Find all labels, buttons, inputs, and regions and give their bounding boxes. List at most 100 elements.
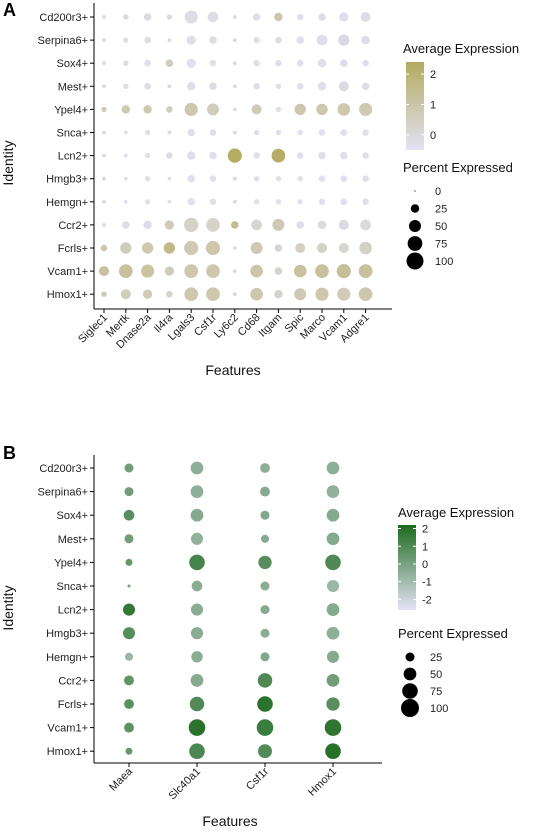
dot xyxy=(166,106,173,113)
dot xyxy=(190,674,204,687)
y-tick-label: Fcrls+ xyxy=(58,243,88,255)
y-tick-label: Snca+ xyxy=(57,581,89,593)
size-legend-dot xyxy=(407,236,423,251)
dot xyxy=(260,534,270,543)
dot xyxy=(253,152,260,159)
dot xyxy=(123,37,129,43)
dot xyxy=(362,198,369,206)
dot xyxy=(206,218,220,232)
dot xyxy=(232,269,237,273)
dot xyxy=(296,36,305,44)
dot xyxy=(315,287,329,301)
dot xyxy=(120,289,131,300)
dot xyxy=(232,199,237,204)
dot xyxy=(338,81,349,92)
dot xyxy=(118,264,133,278)
x-tick-label: Hmox1 xyxy=(306,766,339,799)
dot xyxy=(165,59,174,67)
y-tick-label: Mest+ xyxy=(58,534,88,546)
dot xyxy=(294,103,306,116)
dot xyxy=(167,38,172,42)
dot xyxy=(127,584,131,588)
dot xyxy=(360,219,371,231)
dot xyxy=(186,82,196,91)
size-legend-label: 25 xyxy=(430,652,442,664)
y-tick-label: Cd200r3+ xyxy=(39,12,88,24)
dot xyxy=(360,11,371,23)
dot xyxy=(253,176,260,182)
dot xyxy=(272,218,285,231)
dot xyxy=(124,652,134,661)
size-legend-dot xyxy=(402,683,418,699)
dot xyxy=(166,152,173,159)
size-legend-label: 50 xyxy=(435,221,447,233)
dot xyxy=(326,603,340,616)
y-tick-label: Sox4+ xyxy=(57,510,89,522)
dot xyxy=(209,175,217,182)
dot xyxy=(102,38,106,42)
dot xyxy=(232,84,237,89)
dot xyxy=(144,129,151,136)
dot xyxy=(166,14,173,20)
y-tick-label: Fcrls+ xyxy=(58,699,88,711)
panel-b-colorbar xyxy=(398,525,416,610)
dot xyxy=(190,508,204,522)
dot xyxy=(209,59,217,67)
dot xyxy=(102,199,106,204)
dot xyxy=(326,697,340,711)
colorbar-tick-label: 1 xyxy=(422,541,428,553)
dot xyxy=(123,509,135,521)
dot xyxy=(184,102,198,116)
dot xyxy=(141,264,155,278)
dot xyxy=(227,148,242,163)
dot xyxy=(102,130,106,135)
dot xyxy=(317,82,327,91)
dot xyxy=(326,461,340,475)
dot xyxy=(339,12,349,22)
dot xyxy=(256,719,274,736)
dot xyxy=(209,36,217,44)
dot xyxy=(271,148,286,163)
dot xyxy=(124,699,134,709)
panel-a-plot: Cd200r3+ Serpina6+ Sox4+ Mest+ Ypel4+ Snca+ Lc… xyxy=(38,3,392,351)
dot xyxy=(144,36,151,44)
dot xyxy=(187,174,195,183)
dot xyxy=(122,221,130,229)
dot xyxy=(317,58,327,68)
dot xyxy=(102,84,106,89)
size-legend-dot xyxy=(414,190,416,192)
panel-b-ylabel: Identity xyxy=(0,585,16,630)
dot xyxy=(326,674,340,687)
panel-a-size-legend-title: Percent Expressed xyxy=(403,160,513,175)
dot xyxy=(318,198,326,206)
dot xyxy=(362,152,369,159)
dot xyxy=(317,220,327,230)
dot xyxy=(326,579,340,593)
dot xyxy=(209,129,217,136)
panel-a-ylabel: Identity xyxy=(0,140,16,185)
panel-a-colorbar xyxy=(406,62,424,150)
y-tick-label: Hmox1+ xyxy=(47,289,88,301)
dot xyxy=(326,485,340,498)
y-tick-label: Serpina6+ xyxy=(38,487,88,499)
size-legend-dot xyxy=(405,652,415,662)
dot xyxy=(144,83,151,90)
dot xyxy=(326,508,340,522)
dot xyxy=(340,129,348,136)
panel-b-size-legend-title: Percent Expressed xyxy=(398,626,508,641)
size-legend-label: 100 xyxy=(430,703,448,715)
panel-b-size-legend: Percent Expressed 25 50 75 100 xyxy=(398,626,508,717)
dot xyxy=(184,217,199,233)
dot xyxy=(209,151,217,160)
dot xyxy=(325,554,341,571)
dot xyxy=(123,83,129,89)
dot xyxy=(251,104,262,115)
dot xyxy=(205,240,221,256)
dot xyxy=(253,59,260,67)
dot xyxy=(260,486,270,497)
dot xyxy=(189,696,205,712)
dot xyxy=(316,34,328,46)
dot xyxy=(209,82,217,91)
y-tick-label: Mest+ xyxy=(58,81,88,93)
dot xyxy=(253,129,260,136)
